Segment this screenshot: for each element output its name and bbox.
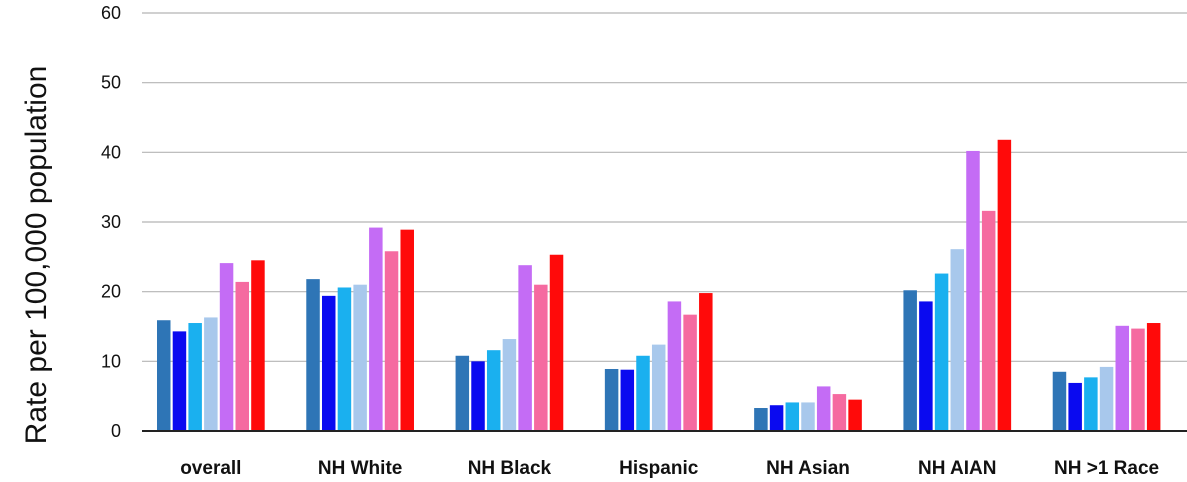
- bar: [903, 290, 917, 431]
- y-tick-label: 0: [111, 421, 121, 441]
- bar: [400, 229, 414, 431]
- y-tick-label: 10: [101, 351, 121, 371]
- bar: [832, 394, 847, 431]
- y-tick-label: 50: [101, 73, 121, 93]
- bar: [471, 361, 485, 431]
- bar: [1115, 325, 1130, 431]
- x-tick-label: NH >1 Race: [1054, 458, 1159, 479]
- y-tick-label: 60: [101, 3, 121, 23]
- y-tick-label: 40: [101, 142, 121, 162]
- bar: [157, 320, 171, 431]
- bar: [486, 350, 501, 431]
- bar: [172, 331, 187, 431]
- bar: [321, 295, 336, 431]
- bar: [337, 287, 352, 431]
- x-tick-label: NH Asian: [766, 458, 850, 479]
- bar: [353, 284, 367, 431]
- bar: [801, 402, 815, 431]
- x-tick-label: overall: [180, 458, 241, 479]
- bar: [683, 314, 697, 431]
- bar: [604, 368, 619, 431]
- bar: [636, 355, 650, 431]
- bars: [157, 139, 1161, 431]
- bar: [950, 249, 965, 431]
- bar: [204, 317, 218, 431]
- bar: [699, 293, 713, 431]
- bar: [235, 281, 249, 431]
- bar: [1084, 377, 1098, 431]
- bar: [816, 386, 831, 431]
- bar: [848, 399, 862, 431]
- bar: [188, 323, 202, 431]
- bar: [997, 139, 1012, 431]
- bar: [306, 279, 320, 431]
- bar: [754, 408, 768, 431]
- bar: [502, 339, 517, 431]
- y-tick-label: 30: [101, 212, 121, 232]
- x-tick-label: NH Black: [468, 458, 552, 479]
- bar: [966, 150, 980, 431]
- y-axis-ticks: 0 10 20 30 40 50 60: [101, 3, 121, 441]
- bar: [651, 344, 666, 431]
- y-axis-label: Rate per 100,000 population: [20, 66, 53, 445]
- y-tick-label: 20: [101, 282, 121, 302]
- bar: [455, 355, 470, 431]
- x-tick-label: Hispanic: [619, 458, 699, 479]
- x-tick-label: NH AIAN: [918, 458, 996, 479]
- bar: [251, 260, 265, 431]
- bar: [219, 263, 234, 431]
- bar: [534, 284, 548, 431]
- gridlines: [142, 12, 1187, 362]
- bar: [981, 210, 996, 431]
- bar: [384, 251, 399, 431]
- bar: [549, 254, 564, 431]
- bar: [1068, 382, 1082, 431]
- bar: [1052, 371, 1067, 431]
- bar: [1131, 328, 1145, 431]
- x-axis-ticks: overall NH White NH Black Hispanic NH Asian N…: [180, 458, 1159, 479]
- bar: [785, 402, 800, 431]
- bar: [667, 301, 682, 431]
- bar: [518, 265, 532, 431]
- bar: [620, 369, 635, 431]
- bar: [369, 227, 383, 431]
- bar: [769, 405, 784, 431]
- bar: [919, 301, 933, 431]
- bar: [1099, 366, 1114, 431]
- bar: [934, 273, 949, 431]
- bar: [1146, 323, 1161, 431]
- x-tick-label: NH White: [318, 458, 402, 479]
